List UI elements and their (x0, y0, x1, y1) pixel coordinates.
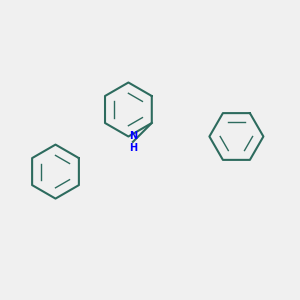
Text: N
H: N H (129, 131, 137, 153)
